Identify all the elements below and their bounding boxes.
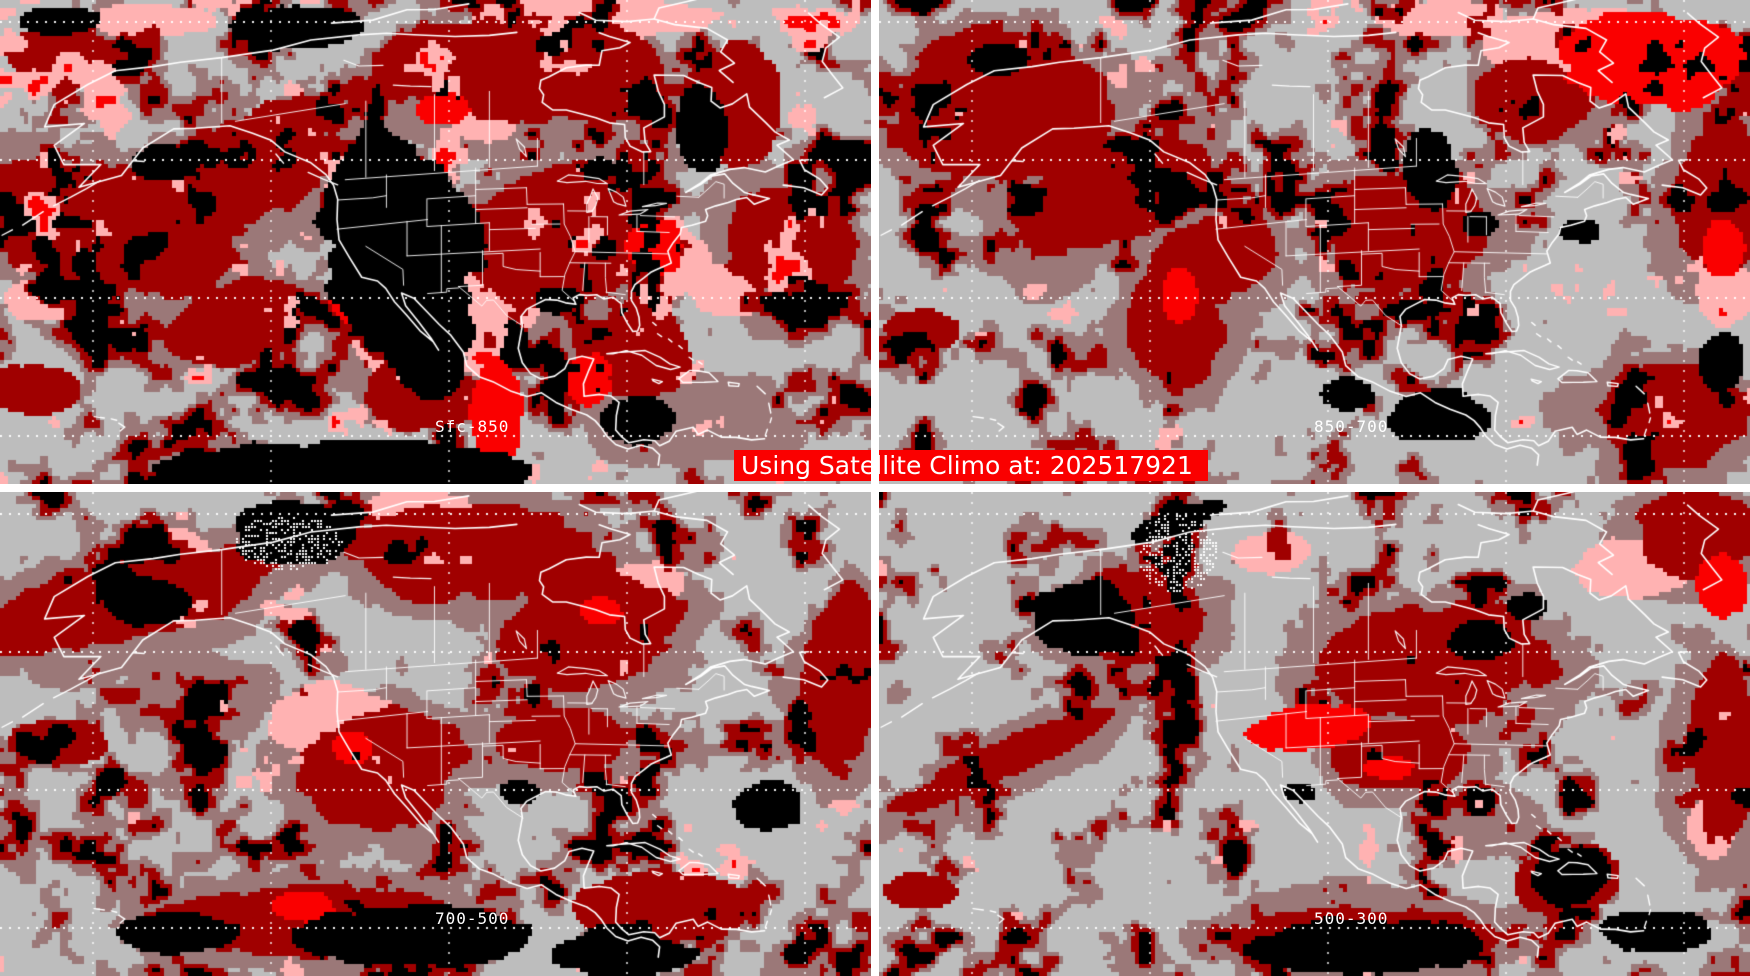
panel-canvas-700-500 xyxy=(0,492,871,976)
panel-label-700-500: 700-500 xyxy=(435,909,510,928)
panel-canvas-500-300 xyxy=(879,492,1750,976)
panel-canvas-sfc-850 xyxy=(0,0,871,484)
panel-850-700: 850-700 xyxy=(879,0,1750,484)
panel-700-500: 700-500 xyxy=(0,492,871,976)
climo-banner-text: Using Satellite Climo at: 202517921 xyxy=(741,451,1193,480)
panel-label-850-700: 850-700 xyxy=(1314,417,1389,436)
panel-sfc-850: Sfc-850 xyxy=(0,0,871,484)
panel-500-300: 500-300 xyxy=(879,492,1750,976)
divider-horizontal xyxy=(0,484,1750,492)
panel-label-500-300: 500-300 xyxy=(1314,909,1389,928)
panel-canvas-850-700 xyxy=(879,0,1750,484)
panel-label-sfc-850: Sfc-850 xyxy=(435,417,510,436)
climo-banner: Using Satellite Climo at: 202517921 xyxy=(734,450,1208,481)
